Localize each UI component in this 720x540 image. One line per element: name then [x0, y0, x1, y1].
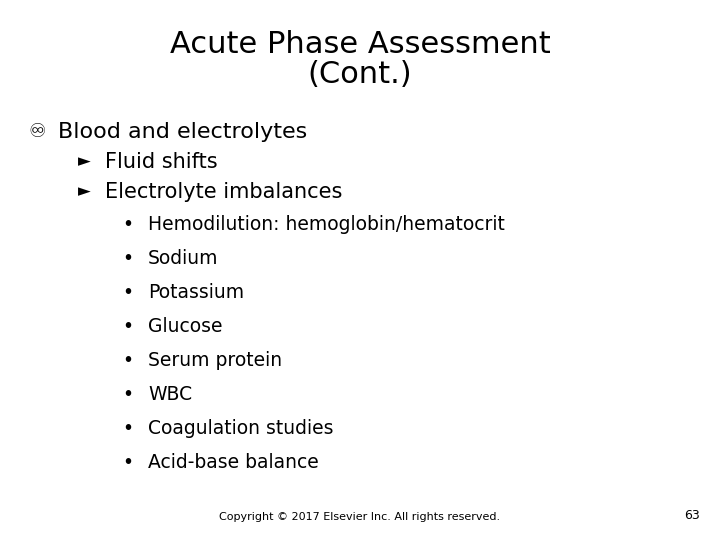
Text: (Cont.): (Cont.) [307, 60, 413, 89]
Text: Acid-base balance: Acid-base balance [148, 453, 319, 472]
Text: Acute Phase Assessment: Acute Phase Assessment [170, 30, 550, 59]
Text: Coagulation studies: Coagulation studies [148, 419, 333, 438]
Text: Copyright © 2017 Elsevier Inc. All rights reserved.: Copyright © 2017 Elsevier Inc. All right… [220, 512, 500, 522]
Text: Blood and electrolytes: Blood and electrolytes [58, 122, 307, 142]
Text: Serum protein: Serum protein [148, 351, 282, 370]
Text: Sodium: Sodium [148, 249, 218, 268]
Text: WBC: WBC [148, 385, 192, 404]
Text: ►: ► [78, 182, 91, 200]
Text: •: • [122, 453, 134, 472]
Text: 63: 63 [684, 509, 700, 522]
Text: •: • [122, 385, 134, 404]
Text: ♾: ♾ [28, 122, 45, 141]
Text: •: • [122, 351, 134, 370]
Text: •: • [122, 317, 134, 336]
Text: Fluid shifts: Fluid shifts [105, 152, 217, 172]
Text: •: • [122, 419, 134, 438]
Text: Glucose: Glucose [148, 317, 222, 336]
Text: Electrolyte imbalances: Electrolyte imbalances [105, 182, 343, 202]
Text: Potassium: Potassium [148, 283, 244, 302]
Text: •: • [122, 249, 134, 268]
Text: •: • [122, 283, 134, 302]
Text: ►: ► [78, 152, 91, 170]
Text: Hemodilution: hemoglobin/hematocrit: Hemodilution: hemoglobin/hematocrit [148, 215, 505, 234]
Text: •: • [122, 215, 134, 234]
